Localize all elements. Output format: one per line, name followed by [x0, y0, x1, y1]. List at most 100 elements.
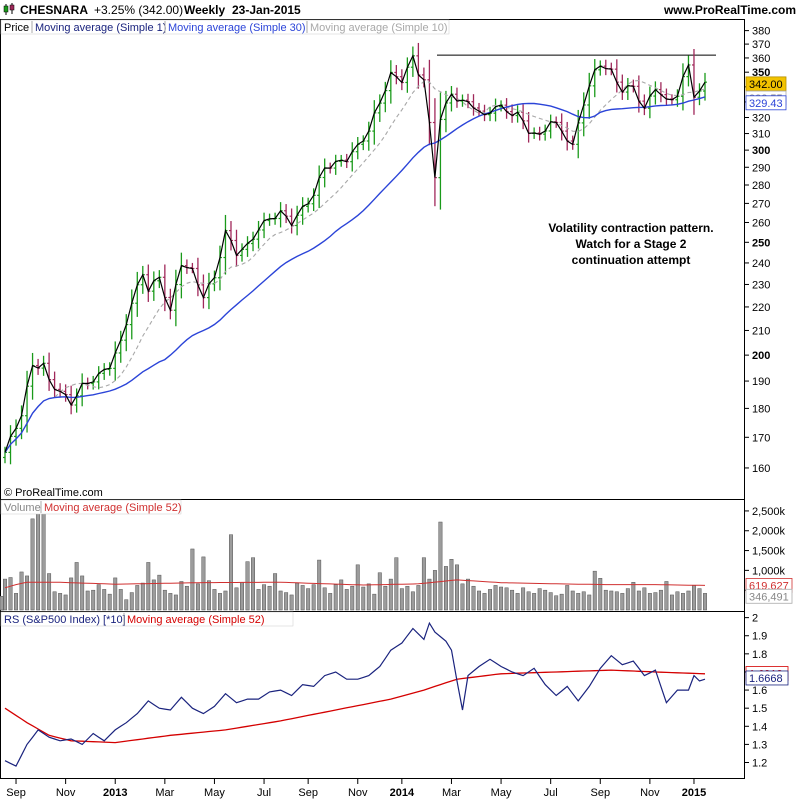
volume-bar [8, 577, 13, 611]
annotation-line-1: Volatility contraction pattern. [548, 221, 713, 235]
rs-tick-label: 1.3 [752, 739, 767, 751]
volume-bar [36, 500, 41, 611]
volume-bar [554, 595, 559, 611]
price-bar [653, 81, 658, 105]
volume-bar [383, 585, 388, 611]
x-tick-label: Jul [544, 787, 558, 799]
price-tick-label: 310 [752, 129, 770, 141]
price-bar [691, 48, 696, 115]
rs-tick-label: 1.9 [752, 631, 767, 643]
price-bar [625, 77, 630, 100]
tag-box [745, 95, 787, 111]
price-bar [454, 87, 459, 108]
volume-bar [587, 594, 592, 611]
volume-bar [311, 584, 316, 611]
price-bar [240, 243, 245, 262]
price-bar [559, 113, 564, 141]
price-bar [135, 271, 140, 317]
price-bar [703, 72, 707, 101]
volume-bar [19, 571, 24, 611]
volume-bar [499, 586, 504, 611]
price-tick-label: 280 [752, 180, 770, 192]
change-label: +3.25% (342.00) [94, 3, 183, 17]
volume-bar [140, 582, 145, 611]
price-bar [195, 257, 200, 297]
price-bar [416, 42, 421, 89]
volume-bar [510, 589, 515, 611]
site-label: www.ProRealTime.com [663, 3, 796, 17]
volume-bar [592, 570, 597, 611]
volume-bar [443, 566, 448, 611]
price-tick-label: 260 [752, 217, 770, 229]
volume-bar [339, 579, 344, 611]
price-bar [262, 212, 267, 239]
volume-bar [410, 591, 415, 611]
rs-last-tag: 1.6668 [745, 670, 789, 686]
x-tick-label: May [204, 787, 225, 799]
volume-bar [570, 590, 575, 611]
volume-bar [543, 589, 548, 611]
x-tick-label: Sep [6, 787, 26, 799]
volume-bar [25, 575, 30, 611]
volume-bar [218, 593, 222, 611]
legend-sma10: Moving average (Simple 10) [310, 22, 448, 34]
volume-bar [162, 589, 167, 611]
x-tick-label: Mar [155, 787, 174, 799]
volume-bar [151, 579, 156, 611]
volume-bar [614, 591, 619, 611]
rs-tick-label: 1.2 [752, 758, 767, 770]
price-bar [372, 100, 377, 145]
price-bar [234, 229, 239, 267]
volume-bar [416, 585, 421, 611]
legend-sma30: Moving average (Simple 30) [168, 22, 306, 34]
volume-bar [703, 593, 707, 611]
price-bar [355, 136, 360, 160]
volume-bar [184, 585, 189, 611]
rs-tick-label: 1.5 [752, 703, 767, 715]
price-bar [322, 158, 327, 188]
volume-bar [190, 548, 195, 611]
volume-bar [251, 557, 255, 611]
volume-bar [240, 582, 244, 611]
volume-bar [63, 594, 68, 611]
volume-bar [625, 588, 630, 611]
volume-bar [74, 562, 79, 611]
price-bar [245, 236, 250, 257]
volume-bar [96, 584, 101, 611]
price-bar [278, 202, 283, 228]
x-tick-label: Nov [348, 787, 368, 799]
price-tick-label: 210 [752, 325, 770, 337]
price-bar [504, 98, 509, 119]
volume-bar [631, 582, 636, 611]
rs-tick-label: 2 [752, 613, 758, 625]
x-tick-label: Jul [257, 787, 271, 799]
volume-tick-label: 2,500k [752, 506, 786, 518]
price-bar [526, 112, 531, 143]
price-bar [658, 82, 663, 103]
volume-bar [179, 581, 184, 611]
price-bar [223, 214, 228, 275]
volume-bar [493, 585, 498, 611]
volume-bar [521, 587, 526, 611]
tag-label: 1.6668 [749, 673, 783, 685]
volume-bar [350, 585, 355, 611]
price-bar [251, 231, 256, 252]
volume-bar [306, 588, 311, 611]
sma30-line [4, 96, 706, 453]
price-bar [96, 366, 101, 390]
price-bar [306, 197, 311, 213]
legend-price: Price [4, 22, 29, 34]
volume-bar [80, 575, 85, 611]
volume-panel: 500,0001,000k1,500k2,000k2,500k619,62734… [0, 500, 793, 611]
price-bar [432, 98, 437, 207]
price-bar [102, 363, 107, 380]
volume-bar [642, 587, 647, 611]
price-bar [284, 204, 289, 224]
volume-bar [262, 584, 267, 611]
price-tick-label: 320 [752, 112, 770, 124]
volume-bar [201, 556, 206, 611]
x-axis: Sep Nov 2013 Mar May Jul Sep Nov 2014 Mar May Jul Se… [6, 779, 706, 799]
volume-bar [14, 593, 18, 611]
price-bar [620, 74, 625, 100]
chart-annotation: Volatility contraction pattern. Watch fo… [548, 221, 713, 267]
